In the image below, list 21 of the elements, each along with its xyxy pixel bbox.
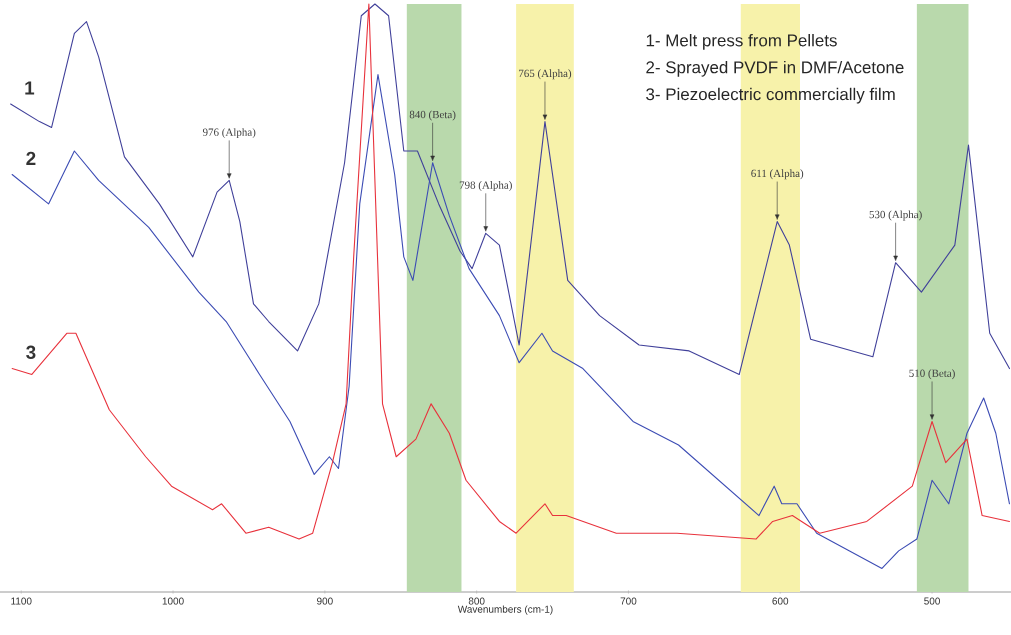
x-tick-label: 1100 bbox=[11, 597, 32, 605]
x-tick-label: 800 bbox=[468, 597, 485, 605]
series-label: 2 bbox=[26, 151, 36, 165]
series-label: 3 bbox=[26, 345, 36, 360]
x-tick-label: 700 bbox=[620, 597, 637, 605]
x-tick-label: 500 bbox=[924, 597, 940, 605]
annotation: 1- Melt press from Pellets bbox=[646, 33, 837, 50]
x-tick-label: 900 bbox=[317, 597, 333, 605]
annotation: 510 (Beta) bbox=[909, 369, 955, 380]
annotation: 840 (Beta) bbox=[409, 110, 456, 121]
x-tick-label: 600 bbox=[772, 597, 789, 605]
annotation: 611 (Alpha) bbox=[751, 169, 804, 180]
annotation: 765 (Alpha) bbox=[519, 69, 572, 80]
annotation: 530 (Alpha) bbox=[869, 210, 922, 221]
annotation: 2- Sprayed PVDF in DMF/Acetone bbox=[646, 60, 904, 77]
annotation: 976 (Alpha) bbox=[202, 128, 256, 139]
series-label: 1 bbox=[25, 81, 35, 95]
annotation: 3- Piezoelectric commercially film bbox=[646, 87, 895, 104]
x-tick-label: 1000 bbox=[162, 597, 184, 605]
x-axis-title: Wavenumbers (cm-1) bbox=[457, 605, 553, 615]
annotation: 798 (Alpha) bbox=[459, 181, 512, 192]
